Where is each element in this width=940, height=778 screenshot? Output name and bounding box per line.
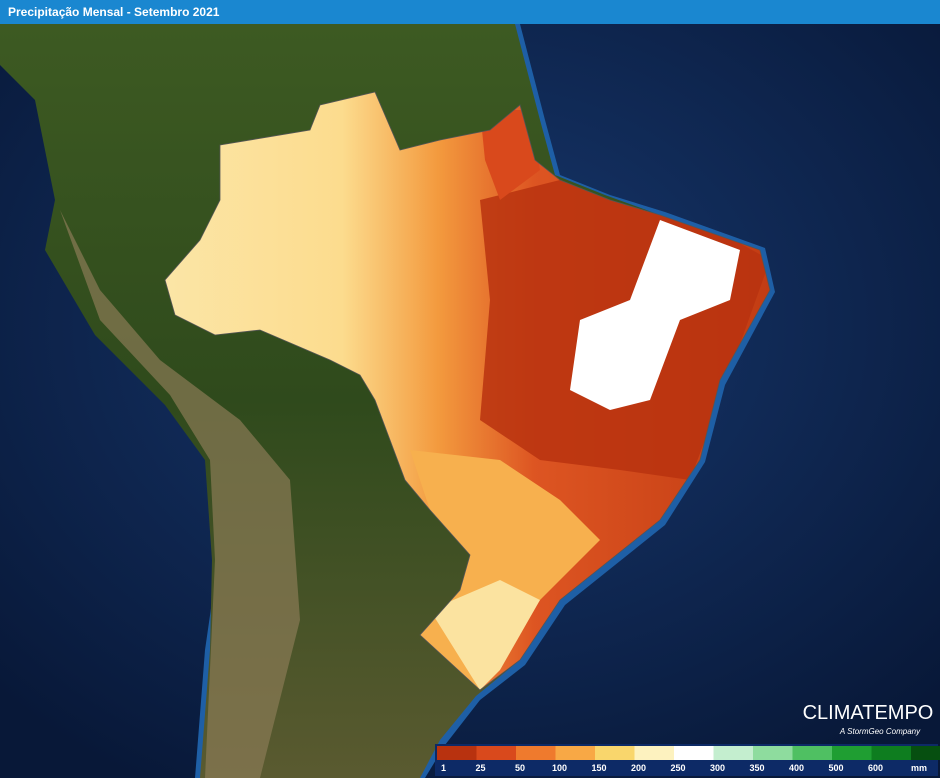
legend-label: 200 <box>631 763 646 773</box>
legend-swatch <box>516 746 556 760</box>
legend-swatch <box>674 746 714 760</box>
legend-label: 600 <box>868 763 883 773</box>
legend-swatch <box>713 746 753 760</box>
logo-tagline: A StormGeo Company <box>839 727 921 736</box>
legend-swatch <box>555 746 595 760</box>
legend-label: 100 <box>552 763 567 773</box>
legend-swatch <box>476 746 516 760</box>
logo-name: CLIMATEMPO <box>803 702 934 724</box>
legend-swatch <box>595 746 635 760</box>
legend-label: 400 <box>789 763 804 773</box>
legend-swatch <box>871 746 911 760</box>
legend-swatch <box>911 746 940 760</box>
legend-unit: mm <box>911 763 927 773</box>
legend-label: 150 <box>591 763 606 773</box>
legend-label: 350 <box>749 763 764 773</box>
legend-swatch <box>634 746 674 760</box>
andes <box>60 210 300 778</box>
legend-swatch <box>437 746 477 760</box>
legend-swatch <box>832 746 872 760</box>
legend-label: 1 <box>441 763 446 773</box>
legend-label: 25 <box>475 763 485 773</box>
legend-label: 250 <box>670 763 685 773</box>
legend-label: 300 <box>710 763 725 773</box>
legend-swatch <box>753 746 793 760</box>
legend: 1 25 50 100 150 200 250 300 350 400 500 600 mm <box>435 744 940 776</box>
legend-swatch <box>792 746 832 760</box>
legend-label: 500 <box>828 763 843 773</box>
header-title: Precipitação Mensal - Setembro 2021 <box>0 0 940 24</box>
legend-label: 50 <box>515 763 525 773</box>
